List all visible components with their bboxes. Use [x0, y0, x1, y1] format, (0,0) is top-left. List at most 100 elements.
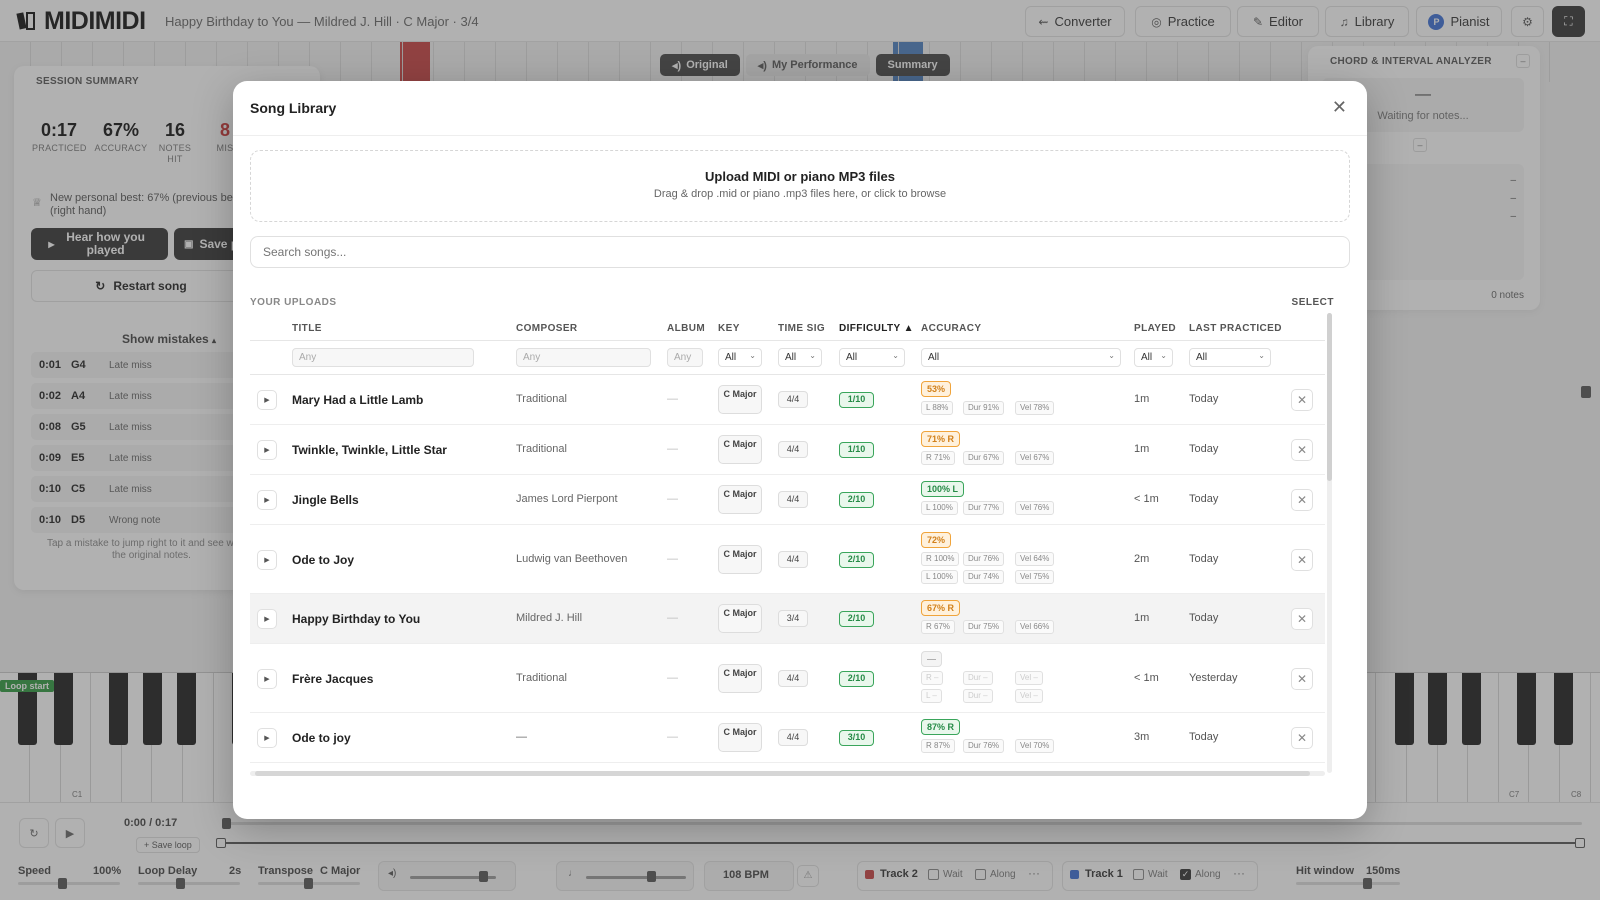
remove-song-button[interactable]: ✕ — [1291, 389, 1313, 411]
song-title[interactable]: Ode to Joy — [292, 552, 355, 567]
mistake-item[interactable]: 0:09 E5 Late miss — [31, 445, 251, 471]
hear-playback-button[interactable]: ▶ Hear how you played — [31, 228, 168, 260]
column-last-practiced[interactable]: LAST PRACTICED — [1189, 323, 1282, 334]
column-key[interactable]: KEY — [718, 323, 740, 334]
loop-delay-slider[interactable] — [138, 882, 240, 885]
remove-song-button[interactable]: ✕ — [1291, 727, 1313, 749]
black-key[interactable] — [1517, 673, 1536, 745]
table-row[interactable]: ▶ Jingle Bells James Lord Pierpont — C Major… — [250, 475, 1325, 525]
fullscreen-button[interactable]: ⛶ — [1552, 6, 1585, 37]
column-accuracy[interactable]: ACCURACY — [921, 323, 982, 334]
song-title[interactable]: Twinkle, Twinkle, Little Star — [292, 443, 447, 457]
black-key[interactable] — [1461, 673, 1481, 745]
table-row[interactable]: ▶ Twinkle, Twinkle, Little Star Traditiona… — [250, 425, 1325, 475]
mistake-item[interactable]: 0:02 A4 Late miss — [31, 383, 251, 409]
table-scroll-thumb[interactable] — [1327, 313, 1332, 481]
tap-tempo-button[interactable]: ⚠ — [797, 865, 819, 887]
bpm-field[interactable] — [704, 861, 794, 891]
track2-along-checkbox[interactable]: Along — [975, 869, 1016, 880]
column-album[interactable]: ALBUM — [667, 323, 706, 334]
select-button[interactable]: SELECT — [1291, 297, 1334, 308]
upload-dropzone[interactable]: Upload MIDI or piano MP3 files Drag & dr… — [250, 150, 1350, 222]
roll-scroll-thumb[interactable] — [1581, 386, 1591, 398]
loop-start-handle[interactable] — [216, 838, 226, 848]
nav-library-button[interactable]: ♫ Library — [1325, 6, 1409, 37]
speed-slider[interactable] — [18, 882, 120, 885]
loop-range[interactable] — [220, 842, 1582, 844]
table-row[interactable]: ▶ Ode to joy — — C Major 4/4 3/10 3m Today ✕ 87% R… — [250, 713, 1325, 763]
song-title[interactable]: Jingle Bells — [292, 493, 359, 507]
key-filter-select[interactable]: All ⌄ — [718, 348, 762, 367]
table-row[interactable]: ▶ Frère Jacques Traditional — C Major 4/4 2/10… — [250, 644, 1325, 713]
loop-start-marker[interactable]: Loop start — [0, 680, 54, 692]
speed-thumb[interactable] — [58, 878, 67, 889]
black-key[interactable] — [54, 673, 74, 745]
accuracy-filter-select[interactable]: All ⌄ — [921, 348, 1121, 367]
time-sig-filter-select[interactable]: All ⌄ — [778, 348, 822, 367]
table-scrollbar[interactable] — [1327, 313, 1332, 773]
track2-wait-checkbox[interactable]: Wait — [928, 869, 963, 880]
remove-song-button[interactable]: ✕ — [1291, 489, 1313, 511]
song-title[interactable]: Ode to joy — [292, 731, 351, 745]
table-row[interactable]: ▶ Mary Had a Little Lamb Traditional — C Maj… — [250, 375, 1325, 425]
play-preview-button[interactable]: ▶ — [257, 668, 277, 689]
play-preview-button[interactable]: ▶ — [257, 609, 277, 629]
hit-window-thumb[interactable] — [1363, 878, 1372, 889]
album-filter-input[interactable]: Any — [667, 348, 703, 367]
title-filter-input[interactable]: Any — [292, 348, 474, 367]
track2-more-icon[interactable]: ··· — [1028, 866, 1040, 880]
track1-along-checkbox[interactable]: ✓ Along — [1180, 869, 1221, 881]
tab-summary[interactable]: Summary — [875, 54, 950, 76]
expand-button[interactable]: – — [1413, 138, 1427, 152]
difficulty-filter-select[interactable]: All ⌄ — [839, 348, 905, 367]
progress-track[interactable] — [226, 822, 1582, 825]
play-button[interactable]: ▶ — [55, 818, 85, 848]
column-title[interactable]: TITLE — [292, 323, 322, 334]
mistake-item[interactable]: 0:10 C5 Late miss — [31, 476, 251, 502]
collapse-button[interactable]: – — [1516, 54, 1530, 68]
save-loop-button[interactable]: + Save loop — [136, 837, 200, 853]
close-icon[interactable]: ✕ — [1331, 97, 1347, 117]
nav-editor-button[interactable]: ✎ Editor — [1237, 6, 1319, 37]
loop-end-handle[interactable] — [1575, 838, 1585, 848]
metronome-volume-slider[interactable] — [586, 876, 686, 879]
track1-more-icon[interactable]: ··· — [1233, 866, 1245, 880]
black-key[interactable] — [109, 673, 129, 745]
play-preview-button[interactable]: ▶ — [257, 728, 277, 748]
black-key[interactable] — [143, 673, 162, 745]
play-preview-button[interactable]: ▶ — [257, 549, 277, 570]
table-row[interactable]: ▶ Ode to Joy Ludwig van Beethoven — C Major 4… — [250, 525, 1325, 594]
volume-slider[interactable] — [410, 876, 496, 879]
column-composer[interactable]: COMPOSER — [516, 323, 578, 334]
remove-song-button[interactable]: ✕ — [1291, 439, 1313, 461]
remove-song-button[interactable]: ✕ — [1291, 548, 1313, 571]
loop-delay-thumb[interactable] — [176, 878, 185, 889]
mistake-item[interactable]: 0:08 G5 Late miss — [31, 414, 251, 440]
hit-window-slider[interactable] — [1296, 882, 1400, 885]
composer-filter-input[interactable]: Any — [516, 348, 651, 367]
black-key[interactable] — [176, 673, 196, 745]
nav-pianist-button[interactable]: P Pianist — [1416, 6, 1502, 37]
tab-my-performance[interactable]: ◂) My Performance — [745, 54, 870, 76]
white-key[interactable] — [1591, 673, 1600, 803]
nav-converter-button[interactable]: ⇜ Converter — [1025, 6, 1125, 37]
table-row[interactable]: ▶ Happy Birthday to You Mildred J. Hill — C … — [250, 594, 1325, 644]
nav-practice-button[interactable]: ◎ Practice — [1135, 6, 1231, 37]
volume-thumb[interactable] — [479, 871, 488, 882]
app-logo[interactable]: MIDIMIDI — [16, 8, 146, 34]
column-time-sig[interactable]: TIME SIG — [778, 323, 826, 334]
show-mistakes-toggle[interactable]: Show mistakes ▴ — [122, 332, 217, 346]
column-played[interactable]: PLAYED — [1134, 323, 1177, 334]
play-preview-button[interactable]: ▶ — [257, 390, 277, 410]
black-key[interactable] — [1394, 673, 1414, 745]
play-preview-button[interactable]: ▶ — [257, 440, 277, 460]
song-title[interactable]: Frère Jacques — [292, 671, 374, 686]
progress-thumb[interactable] — [222, 818, 231, 829]
black-key[interactable] — [1428, 673, 1448, 745]
metronome-volume-thumb[interactable] — [647, 871, 656, 882]
tab-original[interactable]: ◂) Original — [660, 54, 740, 76]
search-input[interactable] — [250, 236, 1350, 268]
track1-wait-checkbox[interactable]: Wait — [1133, 869, 1168, 880]
settings-button[interactable]: ⚙ — [1511, 6, 1544, 37]
last-practiced-filter-select[interactable]: All ⌄ — [1189, 348, 1271, 367]
